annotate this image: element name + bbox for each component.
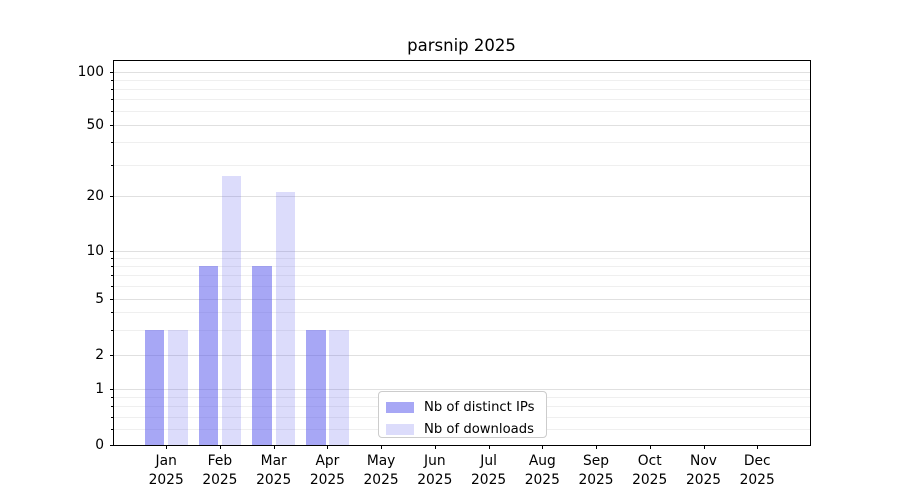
- x-tick-label: Oct 2025: [632, 453, 668, 488]
- y-tick-mark: [109, 196, 113, 197]
- x-tick-label: Nov 2025: [685, 453, 722, 488]
- legend-swatch-distinct-ips-icon: [386, 401, 414, 413]
- y-tick-label: 1: [95, 381, 104, 397]
- y-minor-tick-mark: [111, 397, 113, 399]
- bottom-spine: [113, 444, 811, 446]
- x-tick-label: Mar 2025: [256, 453, 292, 488]
- x-tick-mark: [273, 445, 275, 449]
- minor-gridline: [113, 275, 810, 277]
- major-gridline: [113, 389, 810, 390]
- bar-distinct-ips-mar: [252, 266, 272, 445]
- y-minor-tick-mark: [111, 266, 113, 268]
- y-minor-tick-mark: [111, 110, 113, 112]
- y-tick-label: 5: [95, 290, 104, 307]
- major-gridline: [113, 71, 810, 73]
- minor-gridline: [113, 286, 810, 287]
- x-tick-mark: [596, 445, 597, 449]
- right-spine: [810, 59, 811, 446]
- y-tick-mark: [109, 389, 113, 390]
- y-minor-tick-mark: [111, 88, 113, 90]
- major-gridline: [113, 196, 810, 197]
- legend: Nb of distinct IPs Nb of downloads: [378, 391, 547, 438]
- y-minor-tick-mark: [111, 416, 113, 418]
- y-minor-tick-mark: [111, 258, 113, 260]
- legend-swatch-downloads-icon: [386, 423, 414, 435]
- x-tick-label: May 2025: [363, 453, 399, 488]
- bar-distinct-ips-jan: [144, 330, 165, 445]
- y-minor-tick-mark: [111, 330, 113, 331]
- minor-gridline: [113, 312, 810, 314]
- chart-title: parsnip 2025: [407, 36, 516, 55]
- minor-gridline: [113, 330, 810, 331]
- x-tick-mark: [327, 445, 329, 449]
- minor-gridline: [113, 164, 810, 166]
- minor-gridline: [113, 79, 810, 81]
- y-tick-label: 50: [86, 117, 104, 133]
- left-spine: [113, 59, 114, 446]
- legend-item: Nb of distinct IPs: [386, 396, 538, 418]
- bar-downloads-mar: [275, 192, 296, 445]
- minor-gridline: [113, 110, 810, 112]
- legend-item: Nb of downloads: [386, 418, 538, 440]
- x-tick-mark: [649, 445, 651, 449]
- top-spine: [113, 59, 811, 61]
- bar-downloads-jan: [168, 330, 188, 445]
- x-tick-mark: [381, 445, 383, 449]
- minor-gridline: [113, 142, 810, 144]
- legend-item-label: Nb of downloads: [424, 421, 534, 437]
- x-tick-mark: [757, 445, 759, 449]
- y-tick-mark: [109, 125, 113, 126]
- x-tick-mark: [542, 445, 544, 449]
- x-tick-label: Apr 2025: [309, 453, 345, 488]
- y-tick-label: 2: [95, 347, 104, 363]
- x-tick-label: Jan 2025: [148, 453, 184, 488]
- bar-downloads-feb: [221, 175, 242, 445]
- minor-gridline: [113, 266, 810, 268]
- minor-gridline: [113, 88, 810, 90]
- y-minor-tick-mark: [111, 406, 113, 408]
- y-tick-label: 10: [86, 243, 104, 259]
- y-minor-tick-mark: [111, 286, 113, 287]
- major-gridline: [113, 251, 810, 252]
- y-tick-label: 0: [95, 436, 104, 453]
- x-tick-label: Sep 2025: [578, 453, 614, 488]
- y-tick-label: 100: [77, 63, 104, 80]
- y-tick-mark: [109, 71, 113, 73]
- x-tick-mark: [488, 445, 490, 449]
- x-tick-label: Jun 2025: [417, 453, 453, 488]
- x-tick-label: Aug 2025: [524, 453, 560, 488]
- y-tick-mark: [109, 298, 113, 300]
- bar-downloads-apr: [329, 330, 349, 445]
- y-minor-tick-mark: [111, 79, 113, 81]
- y-tick-mark: [109, 355, 113, 356]
- major-gridline: [113, 125, 810, 126]
- y-tick-mark: [109, 444, 113, 446]
- legend-item-label: Nb of distinct IPs: [424, 399, 535, 415]
- y-tick-label: 20: [86, 188, 104, 204]
- y-tick-mark: [109, 251, 113, 252]
- y-minor-tick-mark: [111, 142, 113, 144]
- bar-distinct-ips-feb: [198, 266, 218, 445]
- y-minor-tick-mark: [111, 99, 113, 100]
- y-minor-tick-mark: [111, 312, 113, 314]
- x-tick-mark: [166, 445, 168, 449]
- x-tick-mark: [219, 445, 221, 449]
- bar-distinct-ips-apr: [306, 330, 326, 445]
- minor-gridline: [113, 258, 810, 260]
- x-tick-mark: [434, 445, 436, 449]
- major-gridline: [113, 355, 810, 356]
- minor-gridline: [113, 99, 810, 100]
- x-tick-mark: [703, 445, 705, 449]
- x-tick-label: Dec 2025: [739, 453, 775, 488]
- y-minor-tick-mark: [111, 164, 113, 166]
- y-minor-tick-mark: [111, 428, 113, 430]
- major-gridline: [113, 298, 810, 300]
- x-tick-label: Feb 2025: [202, 453, 238, 488]
- plot-area: [113, 60, 810, 445]
- x-tick-label: Jul 2025: [471, 453, 507, 488]
- y-minor-tick-mark: [111, 275, 113, 277]
